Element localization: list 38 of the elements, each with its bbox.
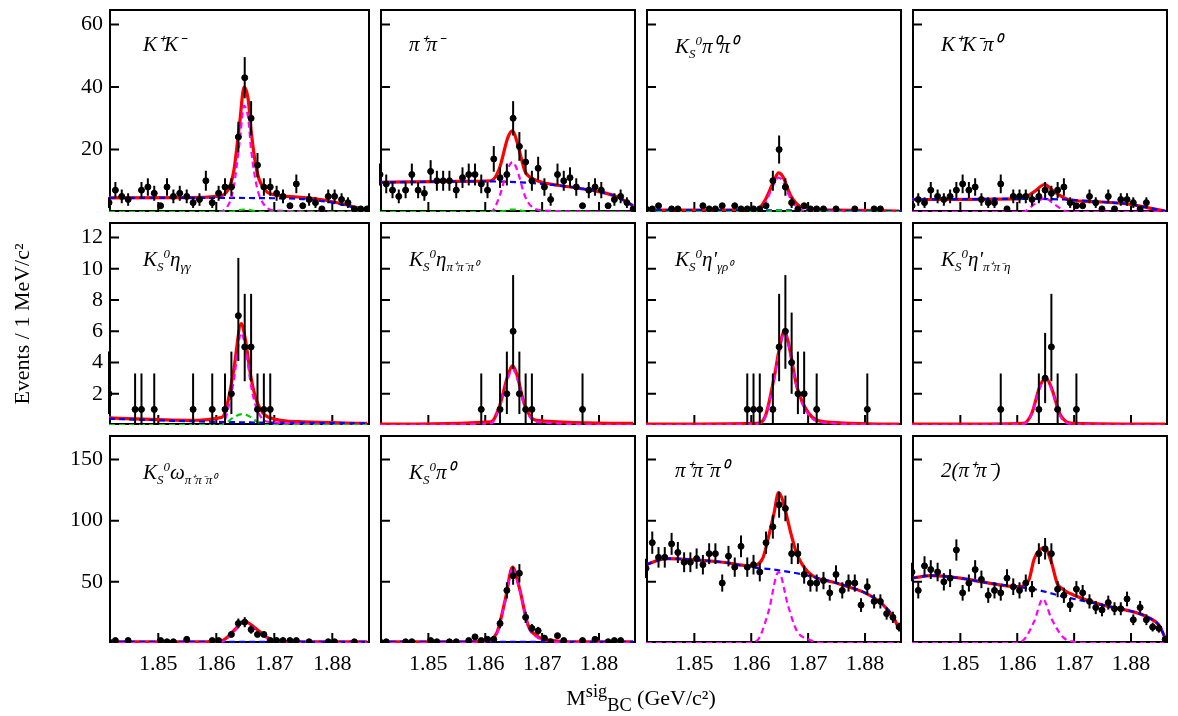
y-tick-label: 8 — [92, 285, 103, 311]
y-axis-title: Events / 1 MeV/c² — [9, 242, 35, 405]
text: K$_{S}$$^{0}$η'$_{γρ⁰}$ — [675, 246, 734, 275]
y-tick-label: 10 — [81, 254, 103, 280]
y-tick-label: 150 — [70, 445, 103, 471]
x-tick-label: 1.86 — [197, 649, 236, 675]
text: 2(π⁺π⁻) — [941, 458, 1001, 482]
x-axis-title: M$^{sig}$$_{BC}$ (GeV/c²) — [566, 681, 716, 716]
x-tick-label: 1.85 — [409, 649, 448, 675]
y-tick-label: 12 — [81, 223, 103, 249]
y-tick-label: 60 — [81, 10, 103, 36]
x-tick-label: 1.88 — [1111, 649, 1151, 675]
y-tick-label: 20 — [81, 135, 103, 161]
x-tick-label: 1.87 — [1054, 649, 1094, 675]
x-tick-label: 1.88 — [845, 649, 885, 675]
y-tick-label: 4 — [92, 348, 103, 374]
x-tick-label: 1.85 — [675, 649, 714, 675]
y-tick-label: 6 — [92, 317, 103, 343]
text: K$_{S}$$^{0}$η$_{π⁺π⁻π⁰}$ — [409, 246, 479, 275]
x-tick-label: 1.88 — [579, 649, 619, 675]
text: π⁺π⁻ — [409, 32, 445, 56]
text: K$_{S}$$^{0}$ω$_{π⁺π⁻π⁰}$ — [143, 459, 218, 488]
x-tick-label: 1.87 — [788, 649, 828, 675]
y-tick-label: 2 — [92, 379, 103, 405]
x-tick-label: 1.85 — [139, 649, 178, 675]
x-tick-label: 1.86 — [465, 649, 505, 675]
x-tick-label: 1.85 — [941, 649, 980, 675]
y-tick-label: 50 — [81, 567, 103, 593]
text: K⁺K⁻ — [143, 32, 186, 56]
x-tick-label: 1.88 — [313, 649, 352, 675]
x-tick-label: 1.86 — [997, 649, 1037, 675]
text: K$_{S}$$^{0}$η'$_{π⁺π⁻η}$ — [941, 246, 1011, 275]
y-tick-label: 100 — [70, 506, 103, 532]
text: K$_{S}$$^{0}$η$_{γγ}$ — [143, 246, 191, 275]
x-tick-label: 1.87 — [522, 649, 562, 675]
x-tick-label: 1.86 — [731, 649, 771, 675]
x-tick-label: 1.87 — [255, 649, 294, 675]
y-tick-label: 40 — [81, 72, 103, 98]
